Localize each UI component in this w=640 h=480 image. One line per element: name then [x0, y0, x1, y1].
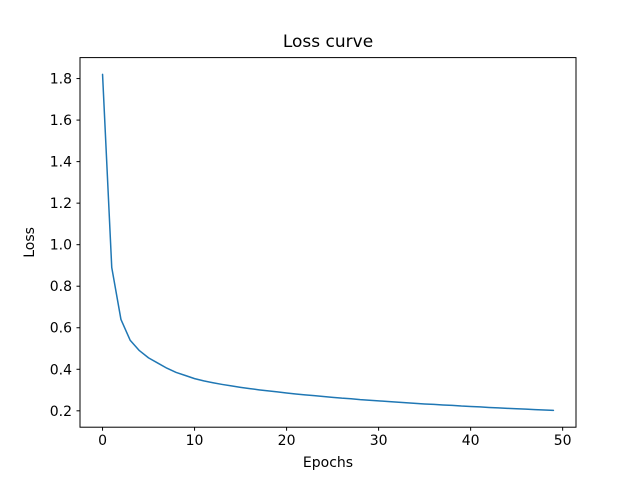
x-tick-label: 50: [554, 433, 572, 449]
y-axis-ticks: 0.2 0.4 0.6 0.8 1.0 1.2 1.4 1.6 1.8: [50, 72, 80, 420]
x-tick-label: 30: [370, 433, 388, 449]
y-tick-label: 1.0: [50, 238, 72, 254]
y-tick-label: 0.6: [50, 321, 72, 337]
y-tick-label: 1.6: [50, 113, 72, 129]
y-tick-label: 1.4: [50, 155, 72, 171]
y-tick-label: 0.8: [50, 279, 72, 295]
loss-curve-line: [101, 73, 555, 412]
y-tick-label: 0.4: [50, 362, 72, 378]
chart-title: Loss curve: [283, 32, 373, 52]
x-tick-label: 0: [98, 433, 107, 449]
x-tick-label: 40: [462, 433, 480, 449]
x-tick-label: 10: [186, 433, 204, 449]
x-tick-label: 20: [278, 433, 296, 449]
y-tick-label: 1.8: [50, 72, 72, 88]
plot-area-border: [79, 57, 577, 428]
x-axis-label: Epochs: [303, 455, 353, 471]
x-axis-ticks: 0 10 20 30 40 50: [98, 427, 572, 449]
y-axis-label: Loss: [22, 227, 38, 258]
y-tick-label: 0.2: [50, 404, 72, 420]
y-tick-label: 1.2: [50, 196, 72, 212]
